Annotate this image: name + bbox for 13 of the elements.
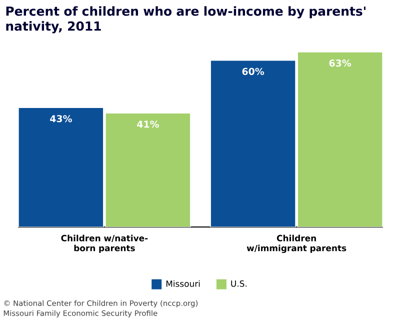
x-tick-label: Children w/immigrant parents [246,234,346,253]
bar [105,112,191,227]
data-label: 60% [242,68,264,76]
data-label: 43% [50,115,72,122]
bar [297,52,383,227]
chart-title: Percent of children who are low-income by parents' nativity, 2011 [6,6,366,34]
bar [18,107,104,227]
legend-label: Missouri [166,280,200,287]
data-label: 41% [137,120,159,128]
x-tick-label: Children w/native-born parents [61,234,148,253]
data-label: 63% [329,60,352,67]
bar [210,60,296,227]
legend-label: U.S. [231,280,246,287]
